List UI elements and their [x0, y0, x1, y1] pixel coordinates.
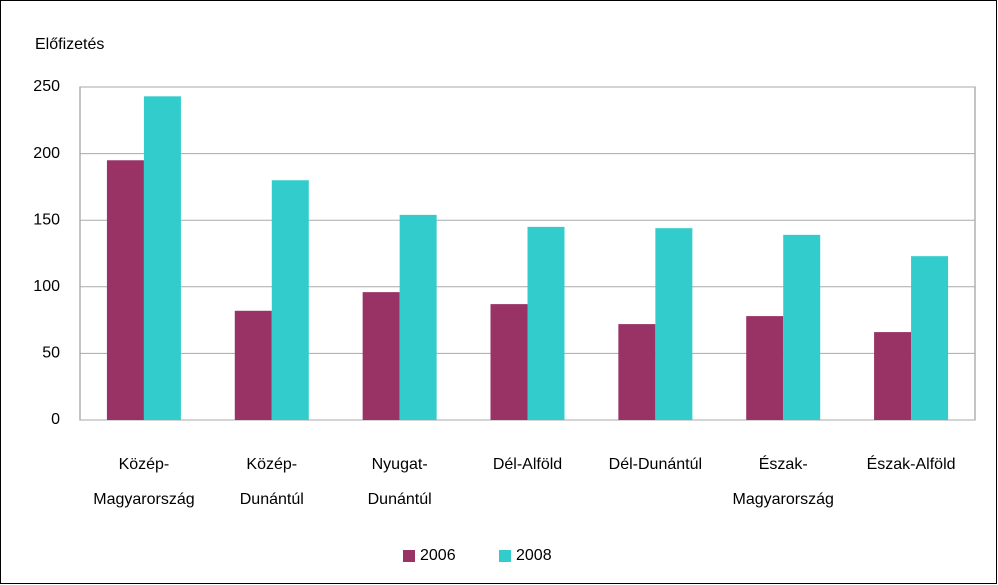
bar: [143, 96, 181, 420]
bar: [271, 180, 309, 420]
bar: [746, 316, 784, 420]
y-axis-label: Előfizetés: [35, 36, 104, 53]
y-tick-label: 0: [51, 411, 60, 428]
x-tick-label: Dél-Alföld: [493, 456, 562, 473]
bar: [655, 228, 693, 420]
x-tick-label: Magyarország: [733, 491, 834, 508]
y-tick-label: 100: [33, 278, 60, 295]
y-tick-label: 150: [33, 211, 60, 228]
legend-swatch: [499, 550, 511, 562]
bar: [618, 324, 656, 420]
y-tick-label: 200: [33, 145, 60, 162]
x-tick-label: Magyarország: [93, 491, 194, 508]
x-tick-label: Közép-: [119, 456, 170, 473]
x-tick-label: Dél-Dunántúl: [609, 456, 702, 473]
x-tick-label: Észak-Alföld: [867, 454, 956, 473]
bar: [783, 234, 821, 420]
legend-label: 2008: [516, 547, 552, 564]
x-tick-label: Közép-: [246, 456, 297, 473]
bar: [911, 256, 949, 420]
bar: [362, 292, 400, 420]
x-tick-label: Dunántúl: [240, 491, 304, 508]
y-tick-label: 250: [33, 78, 60, 95]
x-tick-label: Dunántúl: [368, 491, 432, 508]
bar: [490, 304, 528, 420]
x-tick-label: Nyugat-: [372, 456, 428, 473]
x-tick-label: Észak-: [759, 454, 808, 473]
bar: [874, 332, 912, 420]
bar: [399, 214, 437, 420]
bar: [106, 160, 144, 420]
legend-label: 2006: [420, 547, 456, 564]
y-tick-label: 50: [42, 345, 60, 362]
bar: [527, 226, 565, 420]
legend-swatch: [403, 550, 415, 562]
bar: [234, 310, 272, 420]
